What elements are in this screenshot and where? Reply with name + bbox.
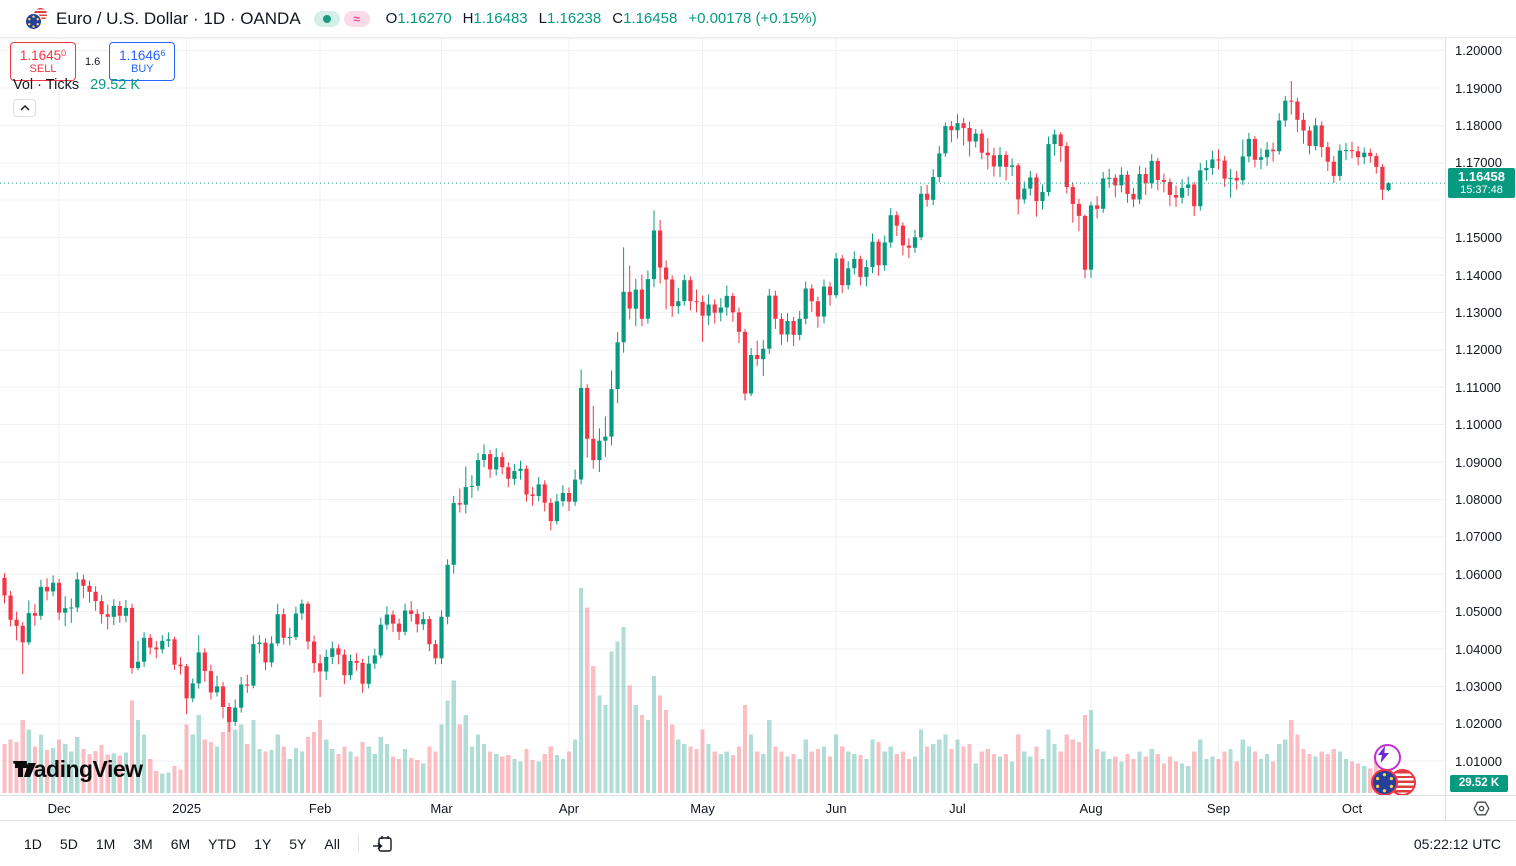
price-axis-label: 1.06000 [1455,566,1502,582]
last-price-value: 1.16458 [1458,169,1505,185]
range-button-1m[interactable]: 1M [95,835,116,852]
time-axis-label: Aug [1079,801,1103,816]
price-axis-label: 1.12000 [1455,342,1502,358]
delayed-data-icon[interactable]: ≈ [343,10,370,27]
time-axis-label: Apr [558,801,580,816]
spread-value: 1.6 [85,55,101,68]
bottom-toolbar: 1D 5D 1M 3M 6M YTD 1Y 5Y All 05:22:12 UTC [0,820,1516,866]
symbol-title[interactable]: Euro / U.S. Dollar · 1D · OANDA [56,8,301,28]
volume-legend-value: 29.52 K [90,77,141,93]
price-axis-label: 1.17000 [1455,155,1502,171]
close-value: 1.16458 [623,10,678,27]
toolbar-divider [357,834,359,853]
tradingview-logo-icon [15,763,36,777]
last-price-badge: 1.16458 15:37:48 [1448,168,1515,199]
range-button-1y[interactable]: 1Y [254,835,272,852]
price-axis-label: 1.11000 [1455,379,1502,395]
price-axis-label: 1.20000 [1455,43,1502,59]
range-button-3m[interactable]: 3M [133,835,153,852]
chart-legend-header: Euro / U.S. Dollar · 1D · OANDA ≈ O1.162… [0,0,1516,38]
time-axis-label: May [690,801,715,816]
price-axis-label: 1.08000 [1455,491,1502,507]
buy-price: 1.1646 [119,48,161,63]
time-axis-label: Sep [1206,801,1231,816]
price-axis-label: 1.05000 [1455,604,1502,620]
price-axis-label: 1.18000 [1455,117,1502,133]
price-axis-label: 1.13000 [1455,304,1502,320]
time-axis-label: Mar [430,801,453,816]
range-button-5d[interactable]: 5D [59,835,78,852]
price-axis-label: 1.02000 [1455,716,1502,732]
high-value: 1.16483 [473,10,528,27]
price-axis-label: 1.09000 [1455,454,1502,470]
price-axis-label: 1.14000 [1455,267,1502,283]
time-axis-label: Dec [47,801,71,816]
time-axis-label: Jun [825,801,847,816]
sell-button[interactable]: 1.16450 SELL [10,42,76,81]
market-open-status-icon[interactable] [313,10,340,27]
close-label: C [612,10,624,27]
range-button-6m[interactable]: 6M [170,835,191,852]
lightning-icon [1374,744,1401,771]
range-button-1d[interactable]: 1D [24,835,42,852]
price-scale[interactable]: USD 1.16458 15:37:48 29.52 K 1.200001.19… [1445,0,1516,795]
collapse-pane-button[interactable] [13,99,36,117]
range-button-all[interactable]: All [324,835,340,852]
volume-badge: 29.52 K [1450,775,1508,792]
high-label: H [462,10,474,27]
candlestick-series [2,80,1391,732]
go-to-date-button[interactable] [368,830,398,858]
low-label: L [538,10,547,27]
buy-button[interactable]: 1.16466 BUY [109,42,176,81]
scales-settings-icon [1472,801,1490,815]
price-axis-label: 1.10000 [1455,417,1502,433]
volume-legend-label: Vol · Ticks [13,77,80,93]
symbol-logo-icon [26,8,47,29]
sell-price: 1.1645 [19,48,62,63]
scale-settings-corner[interactable] [1445,795,1516,820]
countdown-timer: 15:37:48 [1460,184,1503,197]
sell-label: SELL [29,63,57,75]
volume-legend: Vol · Ticks 29.52 K [13,77,140,93]
chevron-up-icon [20,105,29,111]
range-button-ytd[interactable]: YTD [208,835,237,852]
price-axis-label: 1.01000 [1455,753,1502,769]
watermark-label: TradingView [13,756,143,782]
price-axis-label: 1.03000 [1455,678,1502,694]
price-axis-label: 1.15000 [1455,230,1502,246]
open-label: O [385,10,398,27]
buy-price-pip: 6 [160,48,166,58]
instrument-pair-logo [1371,768,1419,798]
candlestick-chart[interactable] [0,0,1445,795]
price-axis-label: 1.04000 [1455,641,1502,657]
ohlc-values: O1.16270 H1.16483 L1.16238 C1.16458 +0.0… [386,10,817,27]
trade-panel: 1.16450 SELL 1.6 1.16466 BUY [10,42,176,81]
low-value: 1.16238 [547,10,602,27]
chart-canvas[interactable]: TradingView [0,0,1445,798]
time-axis-label: Feb [308,801,332,816]
volume-series [2,588,1391,794]
price-axis-label: 1.07000 [1455,529,1502,545]
change-value: +0.00178 (+0.15%) [688,10,817,27]
time-axis-label: Jul [949,801,966,816]
calendar-arrow-icon [372,835,392,852]
time-axis-label: Oct [1341,801,1363,816]
eu-flag-icon [1371,769,1398,796]
price-axis-label: 1.19000 [1455,80,1502,96]
range-button-5y[interactable]: 5Y [289,835,307,852]
time-scale[interactable]: Dec 2025 Feb Mar Apr May Jun Jul Aug Sep Oct [0,795,1445,820]
time-axis-label: 2025 [172,801,202,816]
buy-label: BUY [130,63,154,75]
open-value: 1.16270 [397,10,452,27]
utc-clock[interactable]: 05:22:12 UTC [1413,835,1501,852]
tradingview-watermark[interactable]: TradingView [13,756,143,783]
sell-price-pip: 0 [61,48,67,58]
eu-flag-icon [26,14,41,29]
